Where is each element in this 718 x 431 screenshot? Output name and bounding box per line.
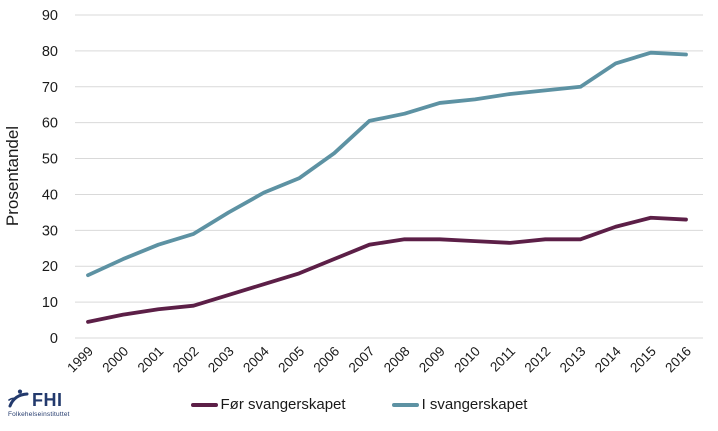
x-tick-label: 2004 — [240, 343, 272, 375]
x-tick-label: 2015 — [627, 344, 659, 376]
y-tick-label: 10 — [42, 295, 58, 311]
y-tick-label: 30 — [42, 223, 58, 239]
y-tick-label: 90 — [42, 8, 58, 24]
y-tick-label: 70 — [42, 80, 58, 96]
y-tick-label: 0 — [50, 331, 58, 347]
x-tick-label: 2007 — [346, 344, 378, 376]
legend-item-before-pregnancy: Før svangerskapet — [190, 396, 346, 413]
legend-marker-during-pregnancy — [391, 402, 419, 407]
x-tick-label: 2000 — [99, 344, 131, 376]
chart-legend: Før svangerskapet I svangerskapet — [0, 396, 718, 413]
x-tick-label: 2013 — [557, 344, 589, 376]
x-tick-label: 2014 — [592, 343, 624, 375]
x-tick-label: 2008 — [381, 344, 413, 376]
x-tick-label: 2005 — [275, 344, 307, 376]
x-tick-label: 2011 — [487, 344, 518, 375]
fhi-logo: FHI Folkehelseinstituttet — [8, 389, 88, 418]
legend-item-during-pregnancy: I svangerskapet — [391, 396, 528, 413]
legend-label-before-pregnancy: Før svangerskapet — [220, 396, 346, 413]
x-tick-label: 2006 — [311, 344, 343, 376]
fhi-logo-subtext: Folkehelseinstituttet — [8, 411, 70, 418]
legend-marker-before-pregnancy — [190, 402, 218, 407]
fhi-logo-icon — [8, 389, 29, 408]
x-tick-label: 2010 — [451, 344, 483, 376]
series-line-before-pregnancy — [86, 215, 688, 324]
x-tick-label: 2003 — [205, 344, 237, 376]
series-line-during-pregnancy — [86, 50, 688, 278]
y-tick-label: 20 — [42, 259, 58, 275]
x-tick-label: 2009 — [416, 344, 448, 376]
fhi-logo-text: FHI — [32, 390, 63, 410]
legend-label-during-pregnancy: I svangerskapet — [421, 396, 528, 413]
y-tick-label: 80 — [42, 44, 58, 60]
y-tick-label: 60 — [42, 116, 58, 132]
y-tick-label: 50 — [42, 152, 58, 168]
x-tick-label: 2016 — [662, 344, 694, 376]
y-tick-label: 40 — [42, 187, 58, 203]
x-tick-label: 2001 — [135, 344, 167, 376]
x-tick-label: 2002 — [170, 344, 202, 376]
x-tick-label: 2012 — [522, 344, 554, 376]
x-tick-label: 1999 — [64, 344, 96, 376]
